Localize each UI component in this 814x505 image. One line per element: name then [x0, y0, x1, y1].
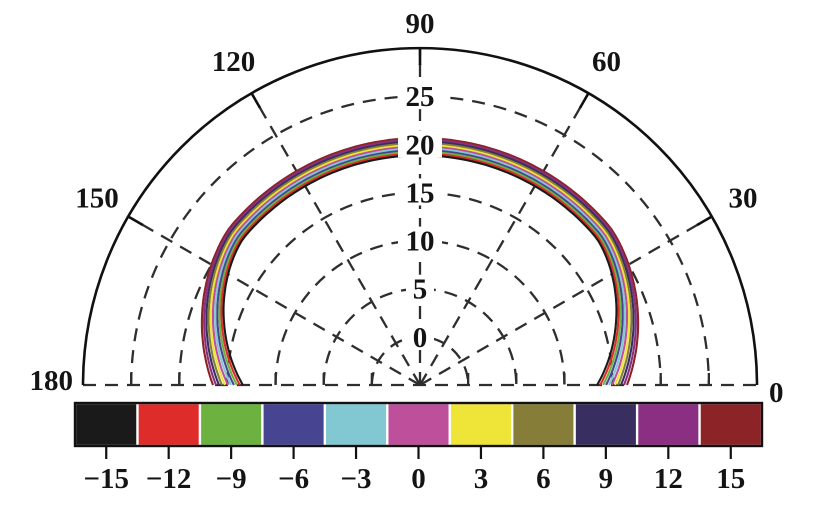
colorbar-tick-label: 15	[716, 463, 745, 495]
colorbar-tick-label: 3	[474, 463, 489, 495]
colorbar-tick-label: 9	[599, 463, 614, 495]
angle-tick	[578, 92, 590, 109]
colorbar-tick-label: 0	[411, 463, 426, 495]
radial-tick-label-box	[398, 82, 442, 110]
radial-tick-label-box	[398, 130, 442, 158]
radial-tick-label: 0	[413, 322, 428, 354]
colorbar-tick-label: −15	[83, 463, 129, 495]
angle-tick-label: 90	[406, 8, 435, 40]
colorbar-swatch--9	[201, 404, 262, 445]
radial-tick-label-box	[406, 274, 434, 302]
colorbar-swatch--12	[138, 404, 199, 445]
colorbar-tick-label: −3	[341, 463, 372, 495]
angle-gridline-spoke	[129, 216, 421, 386]
colorbar-tick-label: 6	[536, 463, 551, 495]
colorbar: −15 −12 −9 −6 −3 0 3 6 9 12 15	[73, 401, 764, 495]
radial-tick-label-box	[398, 226, 442, 254]
colorbar-tick-label: −12	[146, 463, 192, 495]
angle-tick-label: 0	[769, 377, 784, 409]
radial-tick-label: 5	[413, 274, 428, 306]
angle-tick-label: 120	[212, 46, 256, 78]
colorbar-border	[73, 401, 764, 448]
radial-tick-labels: 0 5 10 15 20 25	[398, 81, 442, 354]
colorbar-swatch-15	[700, 404, 761, 445]
radial-tick-label-box	[406, 322, 434, 350]
radial-gridline-arc	[226, 191, 614, 386]
colorbar-swatch-0	[388, 404, 449, 445]
angle-gridline-spoke	[419, 216, 711, 386]
colorbar-tick-label: 12	[654, 463, 683, 495]
colorbar-swatch--15	[76, 404, 137, 445]
radial-gridline-arc	[322, 287, 518, 386]
radial-tick-label: 25	[406, 81, 435, 113]
outer-boundary	[81, 46, 759, 386]
colorbar-tick-label: −9	[216, 463, 247, 495]
angle-tick	[127, 215, 144, 227]
angle-tick-label: 180	[30, 365, 74, 397]
angle-tick-label: 60	[592, 46, 621, 78]
radial-tick-label: 20	[406, 129, 435, 161]
radial-tick-label: 10	[406, 226, 435, 258]
angle-tick	[250, 92, 262, 109]
colorbar-swatch--6	[263, 404, 324, 445]
colorbar-swatch-12	[638, 404, 699, 445]
colorbar-tick-label: −6	[278, 463, 309, 495]
angle-tick	[696, 215, 713, 227]
radial-gridline-arc	[129, 95, 711, 386]
angle-gridline-spoke	[251, 94, 421, 386]
colorbar-swatch-9	[575, 404, 636, 445]
colorbar-swatch--3	[326, 404, 387, 445]
angle-tick-label: 30	[729, 183, 758, 215]
angle-gridline-spoke	[419, 94, 589, 386]
radial-tick-label-box	[398, 178, 442, 206]
colorbar-swatch-3	[450, 404, 511, 445]
radial-tick-label: 15	[406, 177, 435, 209]
colorbar-swatch-6	[513, 404, 574, 445]
angle-tick-label: 150	[75, 183, 119, 215]
